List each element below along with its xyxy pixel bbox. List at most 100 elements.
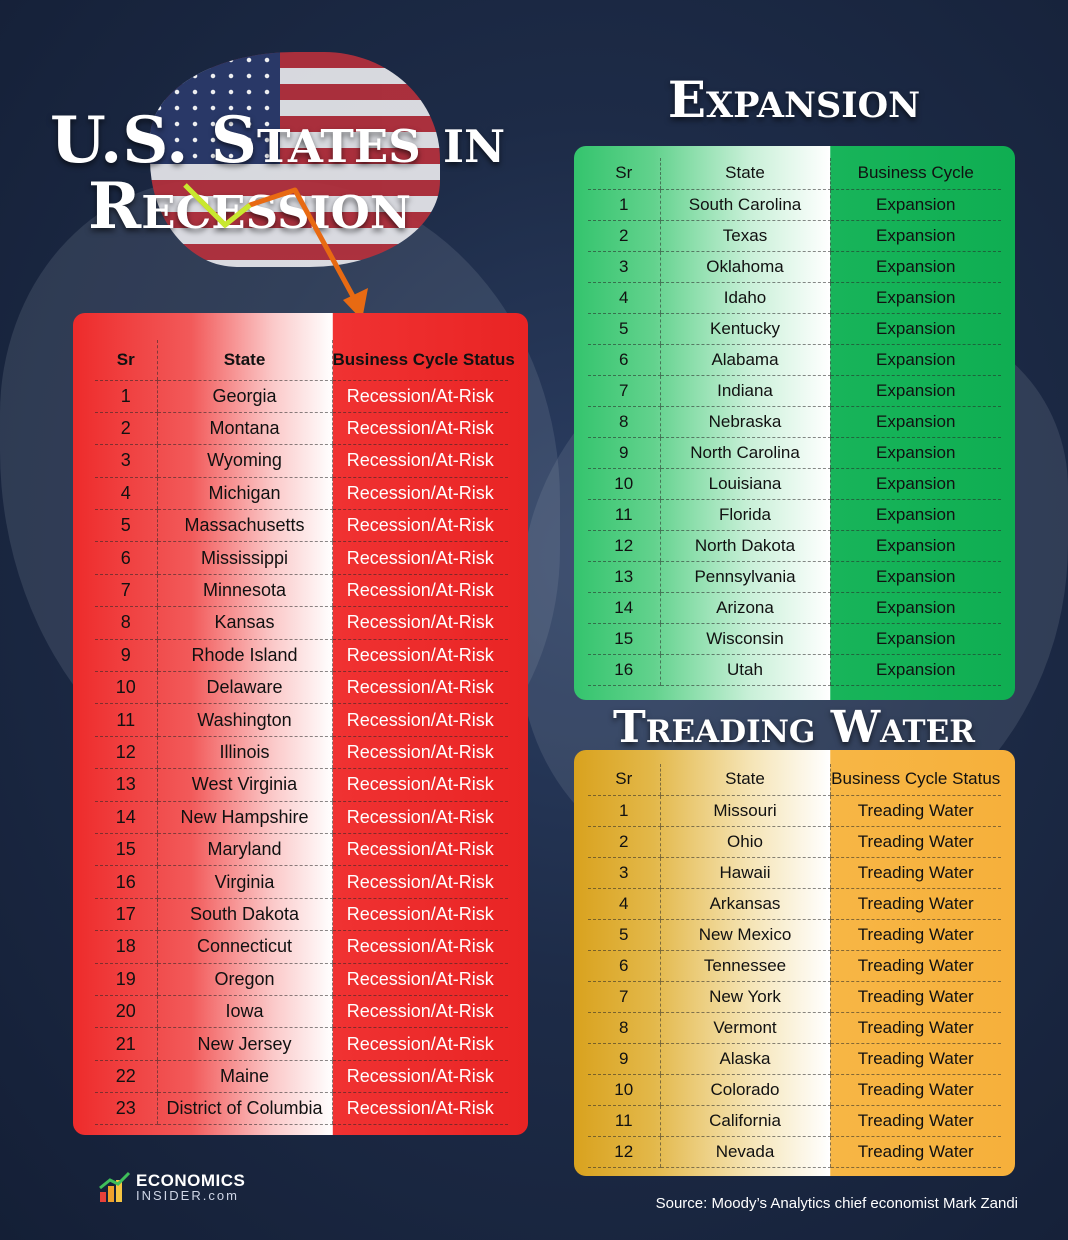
row-sr-cell: 1 bbox=[95, 380, 157, 413]
table-row: 3 Oklahoma Expansion bbox=[588, 251, 1001, 283]
row-state-cell: Vermont bbox=[659, 1012, 830, 1044]
row-state-cell: Oregon bbox=[156, 963, 332, 996]
row-state-cell: Idaho bbox=[659, 282, 830, 314]
row-sr-cell: 7 bbox=[588, 375, 660, 407]
recession-table: Sr State Business Cycle Status 1 Georgia R… bbox=[95, 340, 515, 1126]
row-status-cell: Recession/At-Risk bbox=[331, 541, 508, 575]
row-status-cell: Recession/At-Risk bbox=[331, 606, 508, 640]
table-row: 12 Illinois Recession/At-Risk bbox=[95, 736, 508, 770]
row-sr-cell: 3 bbox=[95, 444, 157, 478]
row-state-cell: Texas bbox=[659, 220, 830, 252]
row-sr-cell: 4 bbox=[588, 888, 660, 920]
row-status-cell: Recession/At-Risk bbox=[331, 930, 508, 964]
row-state-cell: Pennsylvania bbox=[659, 561, 830, 593]
row-status-cell: Treading Water bbox=[829, 826, 1001, 858]
recession-table-panel: Sr State Business Cycle Status 1 Georgia R… bbox=[73, 313, 528, 1135]
row-sr-cell: 7 bbox=[588, 981, 660, 1013]
row-sr-cell: 6 bbox=[588, 344, 660, 376]
row-state-cell: District of Columbia bbox=[156, 1092, 332, 1126]
row-status-cell: Treading Water bbox=[829, 981, 1001, 1013]
row-status-cell: Recession/At-Risk bbox=[331, 574, 508, 608]
page-title: U.S. States in Recession bbox=[50, 108, 570, 240]
row-sr-cell: 9 bbox=[588, 1043, 660, 1075]
row-sr-cell: 22 bbox=[95, 1060, 157, 1094]
table-row: 17 South Dakota Recession/At-Risk bbox=[95, 898, 508, 932]
table-row: 10 Colorado Treading Water bbox=[588, 1074, 1001, 1106]
row-status-cell: Treading Water bbox=[829, 795, 1001, 827]
table-row: 10 Delaware Recession/At-Risk bbox=[95, 671, 508, 705]
table-row: 9 North Carolina Expansion bbox=[588, 437, 1001, 469]
row-state-cell: Louisiana bbox=[659, 468, 830, 500]
row-sr-cell: 18 bbox=[95, 930, 157, 964]
column-header-sr: Sr bbox=[588, 158, 660, 190]
treading-water-table: Sr State Business Cycle Status 1 Missouri… bbox=[588, 764, 1001, 1168]
row-sr-cell: 14 bbox=[95, 801, 157, 834]
table-row: 6 Mississippi Recession/At-Risk bbox=[95, 541, 508, 575]
table-header-row: Sr State Business Cycle Status bbox=[588, 764, 1001, 796]
table-row: 5 Massachusetts Recession/At-Risk bbox=[95, 509, 508, 543]
row-sr-cell: 1 bbox=[588, 795, 660, 827]
row-state-cell: Wyoming bbox=[156, 444, 332, 478]
row-state-cell: New Hampshire bbox=[156, 801, 332, 834]
row-status-cell: Treading Water bbox=[829, 1105, 1001, 1137]
row-state-cell: Illinois bbox=[156, 736, 332, 770]
row-state-cell: North Carolina bbox=[659, 437, 830, 469]
row-state-cell: Missouri bbox=[659, 795, 830, 827]
column-header-state: State bbox=[156, 340, 332, 381]
row-status-cell: Expansion bbox=[829, 468, 1001, 500]
row-sr-cell: 2 bbox=[95, 412, 157, 446]
row-sr-cell: 13 bbox=[588, 561, 660, 593]
row-state-cell: Montana bbox=[156, 412, 332, 446]
row-state-cell: Colorado bbox=[659, 1074, 830, 1106]
column-header-state: State bbox=[659, 158, 830, 190]
row-sr-cell: 23 bbox=[95, 1092, 157, 1126]
logo-sub: INSIDER.com bbox=[136, 1187, 239, 1203]
row-state-cell: Nebraska bbox=[659, 406, 830, 438]
table-row: 7 Indiana Expansion bbox=[588, 375, 1001, 407]
row-sr-cell: 5 bbox=[95, 509, 157, 543]
table-row: 11 Washington Recession/At-Risk bbox=[95, 703, 508, 737]
row-status-cell: Treading Water bbox=[829, 1043, 1001, 1075]
table-row: 12 North Dakota Expansion bbox=[588, 530, 1001, 562]
expansion-table-panel: Sr State Business Cycle 1 South Carolina E… bbox=[574, 146, 1015, 700]
row-status-cell: Recession/At-Risk bbox=[331, 898, 508, 932]
table-row: 11 California Treading Water bbox=[588, 1105, 1001, 1137]
row-status-cell: Recession/At-Risk bbox=[331, 1092, 508, 1126]
row-sr-cell: 12 bbox=[588, 530, 660, 562]
row-state-cell: Alaska bbox=[659, 1043, 830, 1075]
row-sr-cell: 6 bbox=[95, 541, 157, 575]
row-sr-cell: 10 bbox=[588, 1074, 660, 1106]
table-row: 8 Vermont Treading Water bbox=[588, 1012, 1001, 1044]
row-state-cell: Kansas bbox=[156, 606, 332, 640]
table-row: 1 Missouri Treading Water bbox=[588, 795, 1001, 827]
row-status-cell: Recession/At-Risk bbox=[331, 639, 508, 673]
column-header-status: Business Cycle Status bbox=[829, 764, 1001, 796]
row-state-cell: Hawaii bbox=[659, 857, 830, 889]
table-row: 5 Kentucky Expansion bbox=[588, 313, 1001, 345]
table-row: 7 Minnesota Recession/At-Risk bbox=[95, 574, 508, 608]
row-state-cell: Indiana bbox=[659, 375, 830, 407]
treading-water-table-panel: Sr State Business Cycle Status 1 Missouri… bbox=[574, 750, 1015, 1176]
table-row: 15 Wisconsin Expansion bbox=[588, 623, 1001, 655]
row-status-cell: Recession/At-Risk bbox=[331, 1027, 508, 1061]
us-flag-image bbox=[150, 52, 440, 267]
row-state-cell: Florida bbox=[659, 499, 830, 531]
row-state-cell: Georgia bbox=[156, 380, 332, 413]
economics-insider-logo: ECONOMICS INSIDER.com bbox=[98, 1170, 245, 1204]
table-row: 21 New Jersey Recession/At-Risk bbox=[95, 1027, 508, 1061]
row-status-cell: Expansion bbox=[829, 251, 1001, 283]
row-status-cell: Recession/At-Risk bbox=[331, 736, 508, 770]
row-sr-cell: 9 bbox=[95, 639, 157, 673]
table-header-row: Sr State Business Cycle Status bbox=[95, 340, 515, 381]
treading-water-heading: Treading Water bbox=[613, 702, 975, 753]
table-row: 4 Idaho Expansion bbox=[588, 282, 1001, 314]
row-sr-cell: 12 bbox=[588, 1136, 660, 1168]
row-status-cell: Recession/At-Risk bbox=[331, 477, 508, 511]
row-status-cell: Recession/At-Risk bbox=[331, 865, 508, 899]
row-status-cell: Treading Water bbox=[829, 1074, 1001, 1106]
rising-bars-chart-icon bbox=[99, 1171, 131, 1202]
row-state-cell: Michigan bbox=[156, 477, 332, 511]
row-status-cell: Recession/At-Risk bbox=[331, 412, 508, 446]
row-state-cell: Mississippi bbox=[156, 541, 332, 575]
row-state-cell: Delaware bbox=[156, 671, 332, 705]
